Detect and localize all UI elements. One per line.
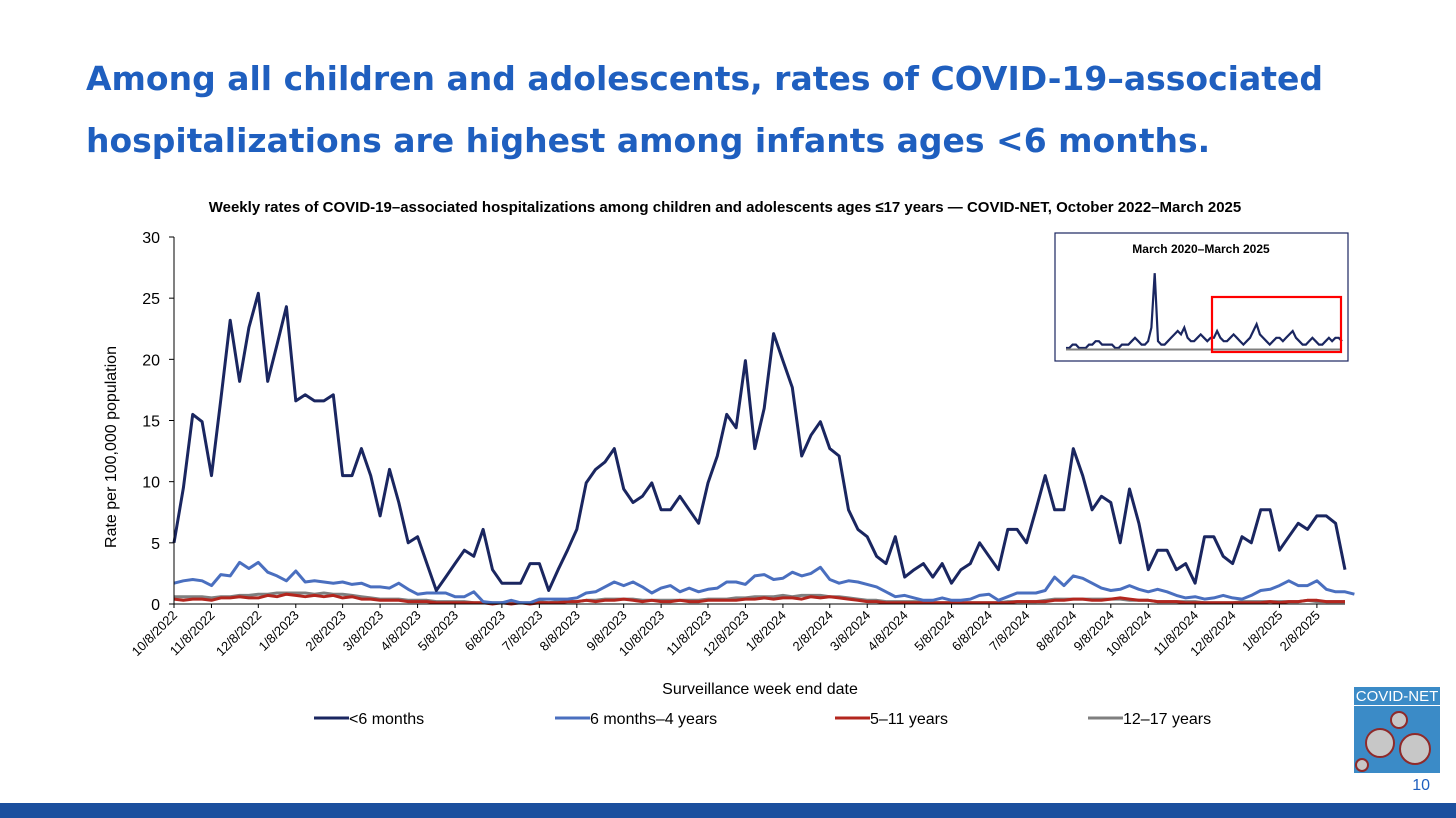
x-tick-label: 6/8/2024	[949, 608, 995, 654]
x-axis-label: Surveillance week end date	[662, 681, 858, 698]
virus-icon	[1355, 711, 1431, 772]
inset-line-lt6m	[1066, 273, 1343, 350]
legend: <6 months 6 months–4 years 5–11 years 12–17…	[314, 711, 1211, 728]
covid-net-logo: COVID-NET	[1354, 687, 1440, 773]
x-tick-label: 2/8/2023	[302, 608, 348, 654]
y-axis-ticks: 0 5 10 15 20 25 30	[142, 230, 174, 614]
y-tick-label: 25	[142, 291, 160, 308]
x-tick-label: 1/8/2024	[743, 608, 789, 654]
legend-label: 5–11 years	[870, 711, 948, 728]
x-tick-label: 6/8/2023	[462, 608, 508, 654]
series-line-lt6m	[172, 291, 1347, 592]
chart-title: Weekly rates of COVID-19–associated hosp…	[208, 199, 1242, 216]
x-tick-label: 7/8/2023	[499, 608, 545, 654]
inset-lines	[1066, 273, 1343, 351]
x-tick-label: 2/8/2025	[1277, 608, 1323, 654]
x-tick-label: 3/8/2024	[827, 608, 873, 654]
y-axis-label: Rate per 100,000 population	[103, 346, 120, 548]
x-tick-label: 5/8/2024	[911, 608, 957, 654]
x-tick-label: 2/8/2024	[789, 608, 835, 654]
x-tick-label: 1/8/2025	[1239, 608, 1285, 654]
x-tick-label: 8/8/2023	[537, 608, 583, 654]
legend-label: 12–17 years	[1123, 711, 1211, 728]
x-tick-label: 8/8/2024	[1033, 608, 1079, 654]
legend-label: 6 months–4 years	[590, 711, 717, 728]
x-tick-label: 4/8/2023	[377, 608, 423, 654]
y-tick-label: 10	[142, 475, 160, 492]
page-number: 10	[1412, 777, 1430, 794]
y-tick-label: 20	[142, 352, 160, 369]
y-tick-label: 0	[151, 597, 160, 614]
logo-text: COVID-NET	[1354, 688, 1440, 706]
y-tick-label: 30	[142, 230, 160, 247]
y-tick-label: 5	[151, 536, 160, 553]
x-tick-label: 1/8/2023	[256, 608, 302, 654]
series-line-m6y4	[173, 560, 1355, 605]
x-tick-label: 4/8/2024	[864, 608, 910, 654]
x-tick-label: 5/8/2023	[415, 608, 461, 654]
inset-highlight-box	[1210, 295, 1343, 354]
series-line-y5_11	[173, 592, 1345, 606]
slide-title: Among all children and adolescents, rate…	[86, 59, 1323, 160]
series-lines	[172, 291, 1355, 606]
y-tick-label: 15	[142, 414, 160, 431]
x-tick-label: 3/8/2023	[340, 608, 386, 654]
x-tick-label: 12/8/2022	[213, 608, 265, 660]
legend-label: <6 months	[349, 711, 424, 728]
footer-bar	[0, 803, 1456, 818]
inset-title: March 2020–March 2025	[1132, 242, 1270, 256]
inset-chart: March 2020–March 2025	[1054, 232, 1349, 362]
x-tick-label: 7/8/2024	[986, 608, 1032, 654]
